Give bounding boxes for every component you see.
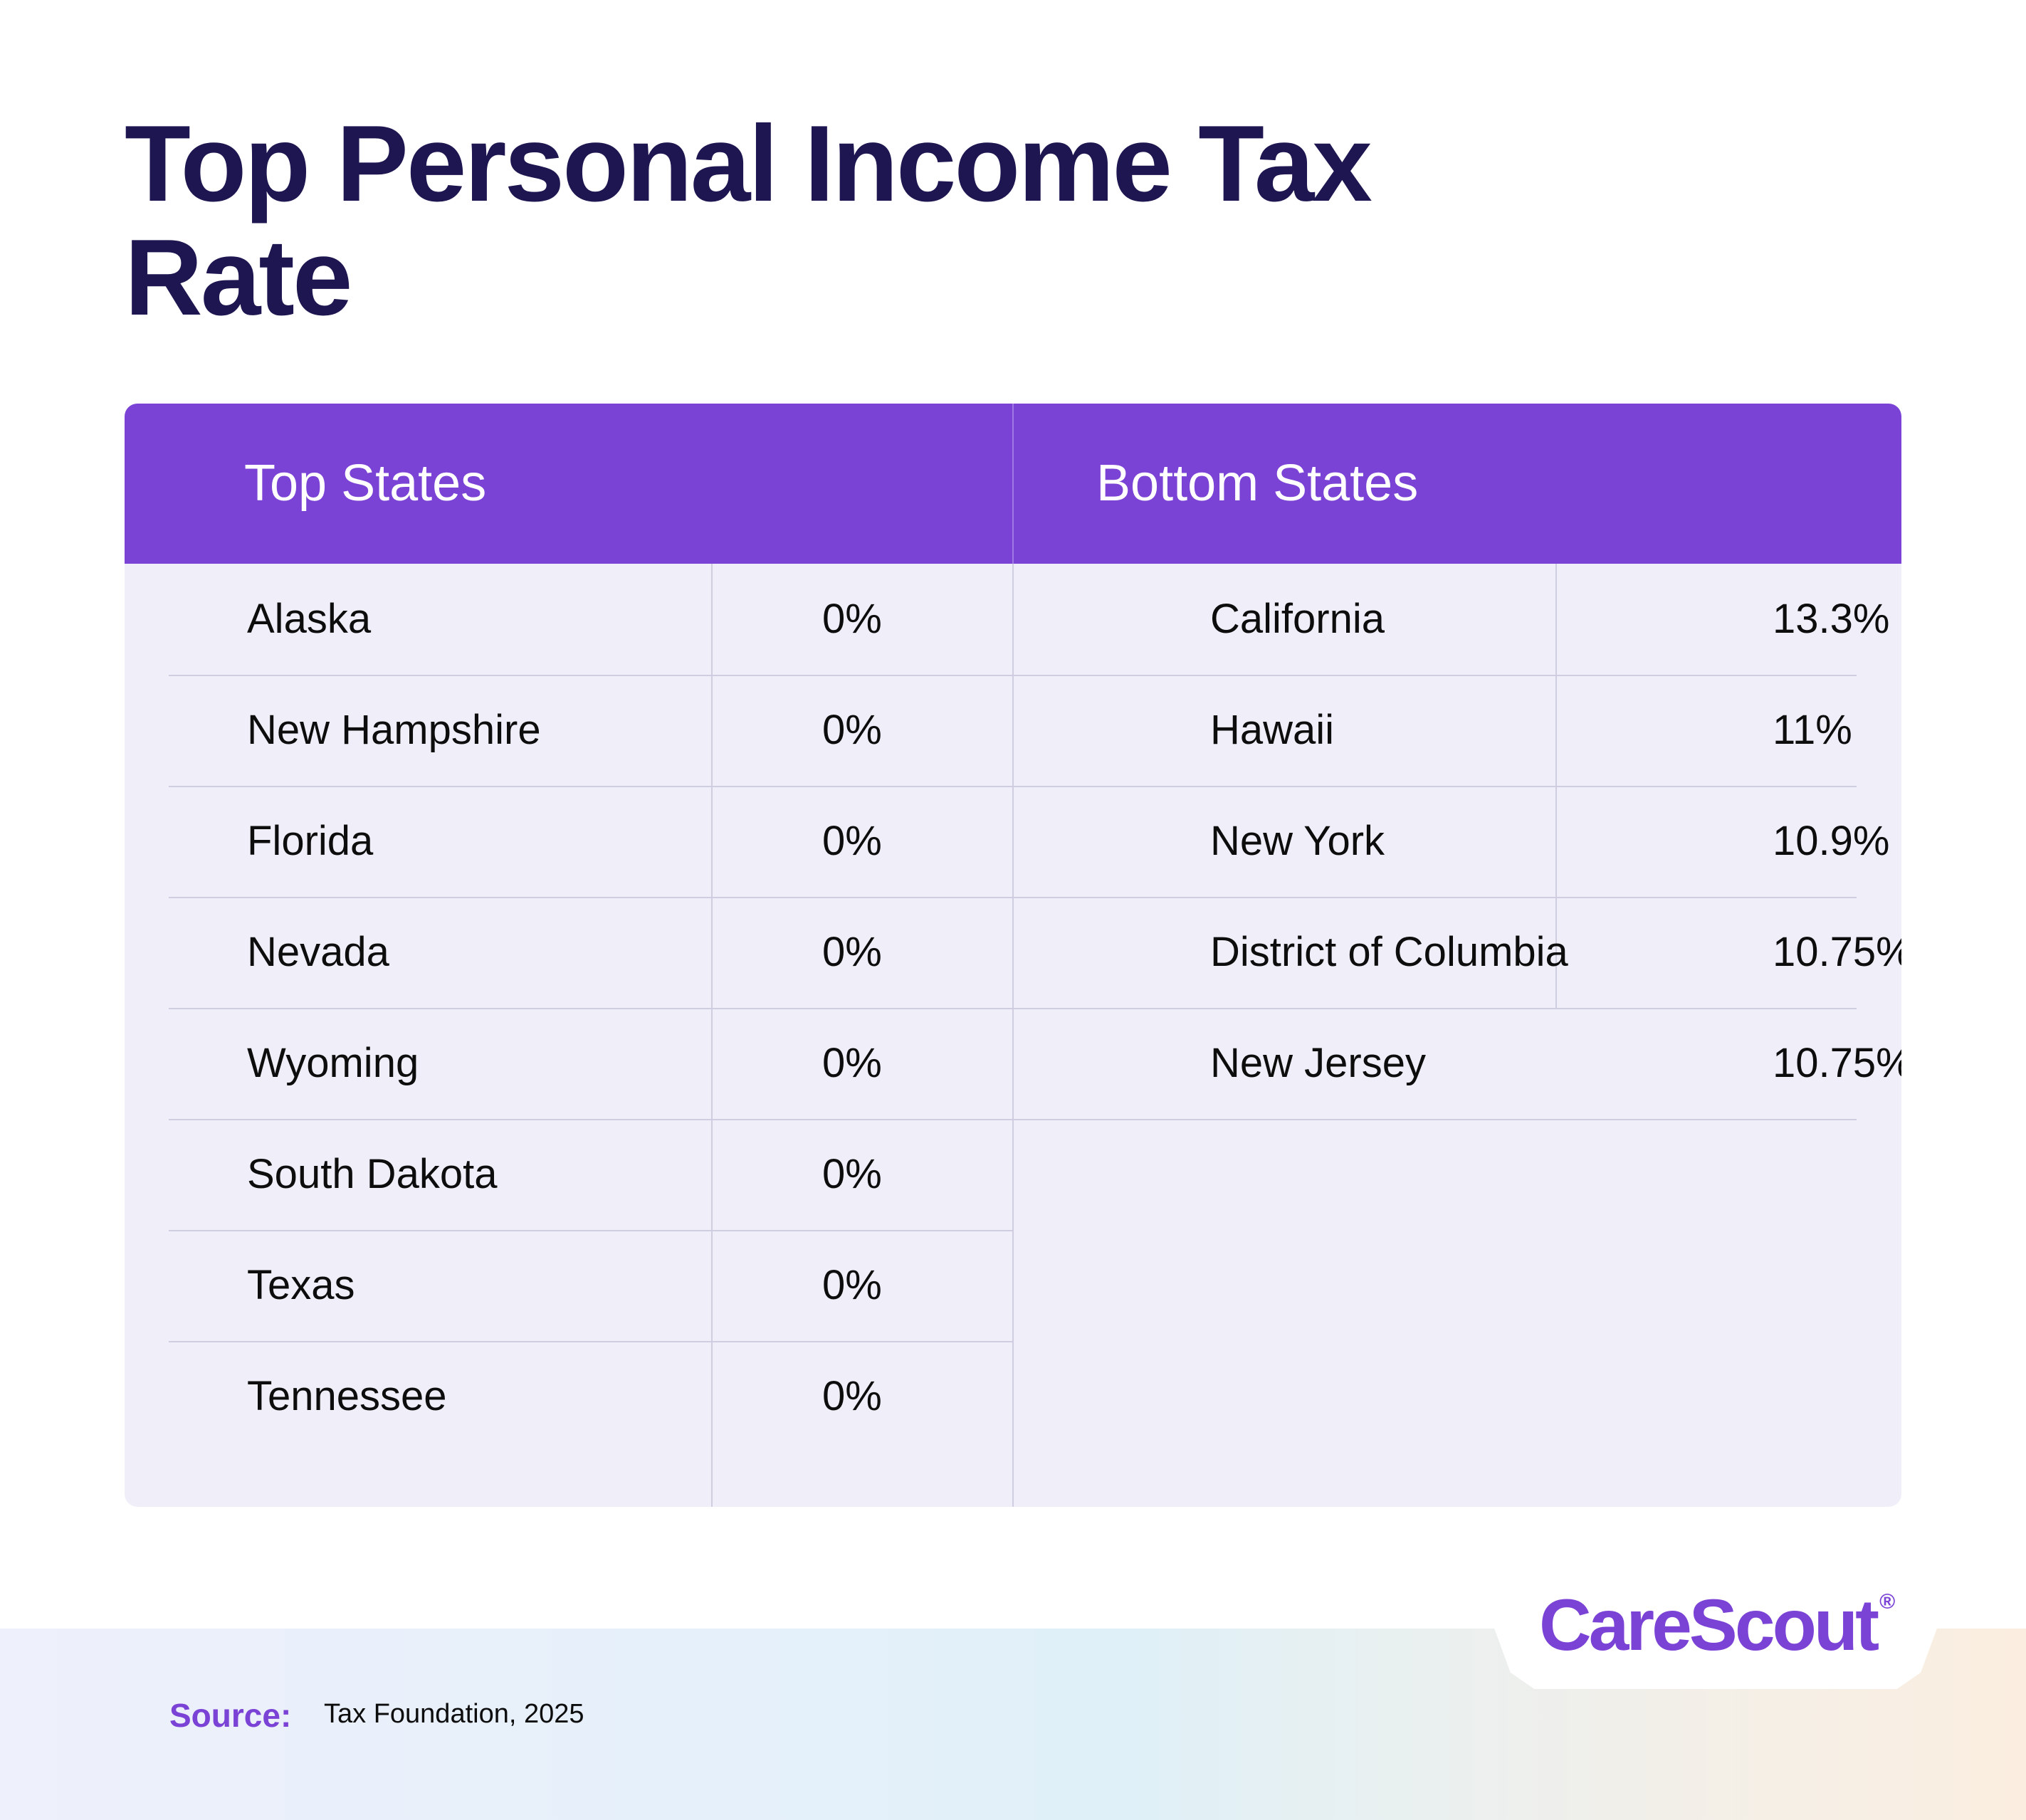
tax-rate-table: Top States Bottom States Alaska 0% New Ham… [125, 404, 1901, 1507]
table-row: Texas 0% [125, 1230, 1012, 1341]
tax-rate: 13.3% [1773, 596, 1890, 642]
table-row: New Hampshire 0% [125, 675, 1012, 786]
row-divider [169, 675, 1012, 676]
tax-rate: 0% [822, 596, 882, 642]
row-divider [1012, 1008, 1857, 1009]
table-row: Tennessee 0% [125, 1341, 1012, 1452]
source-text: Tax Foundation, 2025 [324, 1699, 584, 1729]
row-divider [169, 1341, 1012, 1342]
row-divider [1012, 1119, 1857, 1120]
row-divider [1012, 675, 1857, 676]
state-name: District of Columbia [1210, 929, 1568, 975]
table-row: California 13.3% [1012, 564, 1901, 675]
table-row: South Dakota 0% [125, 1119, 1012, 1230]
row-divider [169, 1230, 1012, 1231]
state-name: California [1210, 596, 1385, 642]
tax-rate: 0% [822, 818, 882, 864]
table-row: Florida 0% [125, 786, 1012, 897]
carescout-logo[interactable]: CareScout ® [1539, 1584, 1895, 1667]
row-divider [169, 897, 1012, 898]
table-row: New York 10.9% [1012, 786, 1901, 897]
tax-rate: 0% [822, 1040, 882, 1086]
table-row: Hawaii 11% [1012, 675, 1901, 786]
registered-mark: ® [1879, 1590, 1896, 1614]
table-row: Wyoming 0% [125, 1008, 1012, 1119]
row-divider [1012, 897, 1857, 898]
tax-rate: 0% [822, 707, 882, 753]
state-name: Florida [247, 818, 374, 864]
state-name: New Jersey [1210, 1040, 1426, 1086]
tax-rate: 0% [822, 1262, 882, 1308]
column-divider [711, 564, 713, 1507]
state-name: New Hampshire [247, 707, 541, 753]
table-row: Alaska 0% [125, 564, 1012, 675]
header-divider [1012, 404, 1014, 564]
tax-rate: 10.9% [1773, 818, 1890, 864]
state-name: Alaska [247, 596, 372, 642]
brand-name: CareScout [1539, 1584, 1879, 1666]
state-name: Texas [247, 1262, 355, 1308]
tax-rate: 0% [822, 929, 882, 975]
header-top-states: Top States [244, 455, 487, 512]
page-title: Top Personal Income Tax Rate [125, 103, 1372, 338]
tax-rate: 10.75% [1773, 929, 1901, 975]
row-divider [169, 1119, 1012, 1120]
state-name: New York [1210, 818, 1385, 864]
tax-rate: 11% [1773, 707, 1852, 753]
table-row: District of Columbia 10.75% [1012, 897, 1901, 1008]
state-name: Tennessee [247, 1373, 447, 1419]
tax-rate: 0% [822, 1373, 882, 1419]
tax-rate: 0% [822, 1151, 882, 1197]
logo-tab [1477, 1552, 1954, 1689]
state-name: Wyoming [247, 1040, 419, 1086]
row-divider [169, 1008, 1012, 1009]
source-label: Source: [169, 1697, 292, 1734]
table-row: Nevada 0% [125, 897, 1012, 1008]
tax-rate: 10.75% [1773, 1040, 1901, 1086]
row-divider [169, 786, 1012, 787]
row-divider [1012, 786, 1857, 787]
state-name: Hawaii [1210, 707, 1335, 753]
header-bottom-states: Bottom States [1096, 455, 1419, 512]
column-divider [1012, 564, 1014, 1507]
state-name: South Dakota [247, 1151, 498, 1197]
table-row: New Jersey 10.75% [1012, 1008, 1901, 1119]
state-name: Nevada [247, 929, 389, 975]
